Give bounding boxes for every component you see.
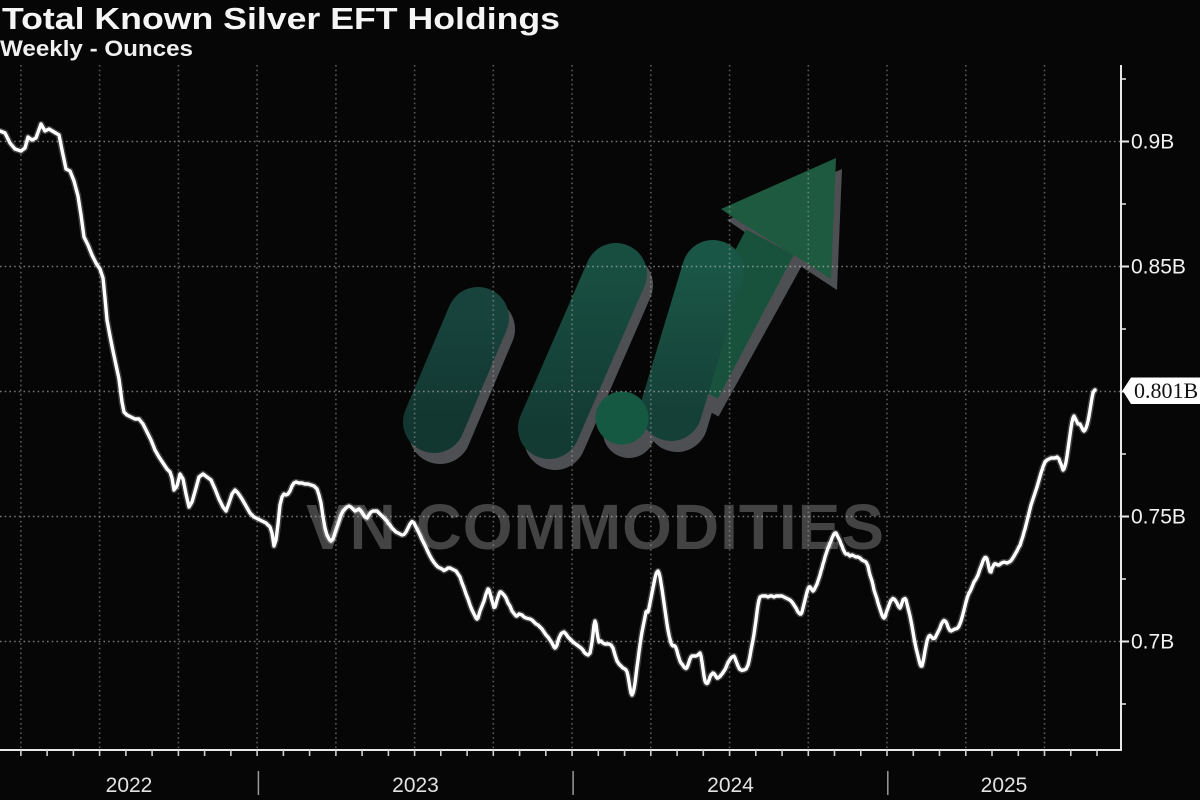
- svg-text:2024: 2024: [707, 774, 754, 795]
- svg-text:2022: 2022: [106, 774, 153, 795]
- svg-text:0.85B: 0.85B: [1131, 256, 1186, 279]
- svg-text:Total Known Silver EFT Holding: Total Known Silver EFT Holdings: [2, 1, 560, 36]
- svg-text:0.75B: 0.75B: [1131, 506, 1186, 529]
- svg-text:0.9B: 0.9B: [1131, 131, 1174, 154]
- svg-text:2025: 2025: [981, 774, 1028, 795]
- svg-text:0.801B: 0.801B: [1134, 378, 1198, 403]
- svg-text:2023: 2023: [392, 774, 439, 795]
- svg-text:0.7B: 0.7B: [1131, 631, 1174, 654]
- svg-text:Weekly - Ounces: Weekly - Ounces: [0, 36, 193, 61]
